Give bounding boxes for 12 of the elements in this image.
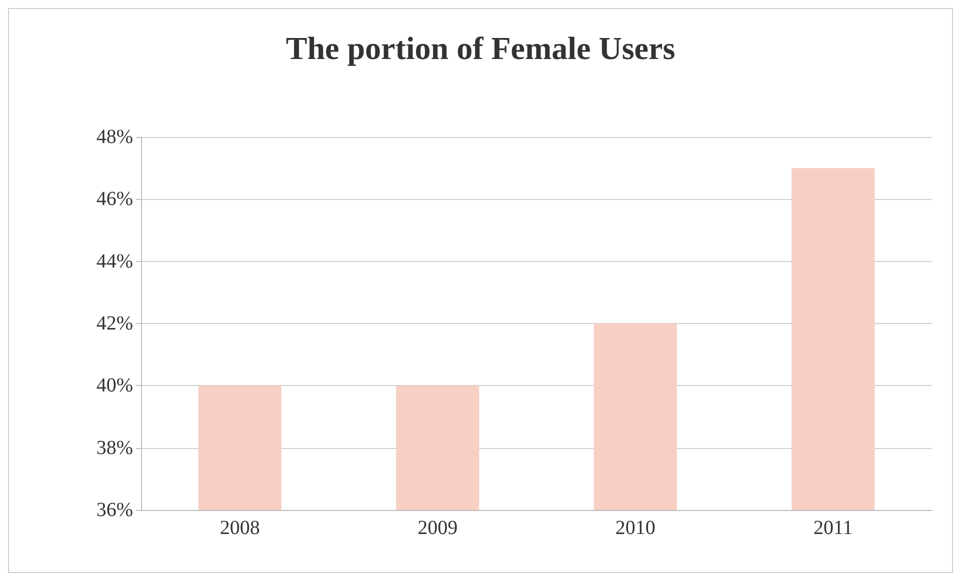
x-tick-label: 2009 [418, 517, 458, 539]
y-tick-label: 44% [96, 250, 133, 272]
x-tick-label: 2011 [813, 517, 853, 539]
chart-title: The portion of Female Users [286, 30, 676, 66]
y-tick-label: 48% [96, 126, 133, 148]
y-tick-label: 42% [96, 312, 133, 334]
x-tick-label: 2008 [220, 517, 260, 539]
y-tick-label: 36% [96, 499, 133, 521]
y-tick-label: 38% [96, 436, 133, 459]
x-tick-label: 2010 [615, 517, 656, 539]
y-tick-label: 40% [96, 374, 133, 397]
y-tick-label: 46% [96, 188, 133, 210]
